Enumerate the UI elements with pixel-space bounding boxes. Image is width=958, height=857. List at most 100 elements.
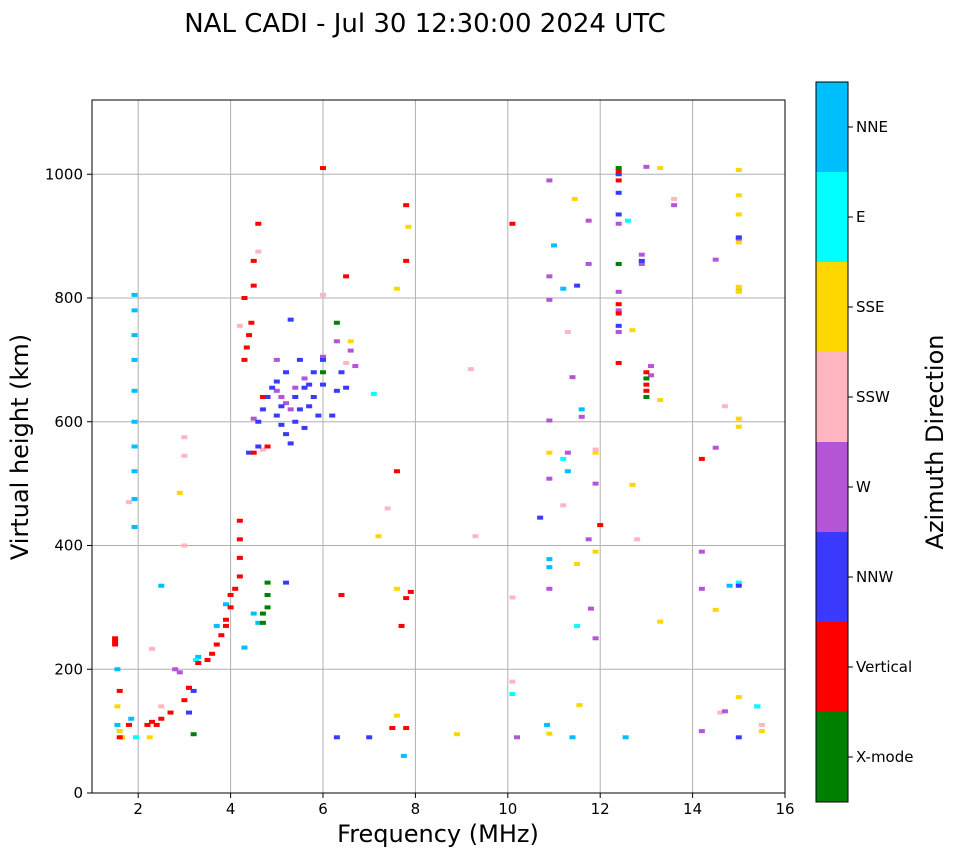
point-ssw — [181, 453, 188, 458]
point-x-mode — [259, 611, 266, 616]
point-sse — [735, 167, 742, 172]
x-tick-label: 12 — [591, 800, 610, 818]
point-sse — [576, 703, 583, 708]
point-sse — [657, 398, 664, 403]
point-sse — [592, 450, 599, 455]
point-nne — [128, 716, 135, 721]
point-e — [509, 692, 516, 696]
point-e — [132, 735, 139, 740]
point-vertical — [615, 360, 622, 365]
point-nne — [131, 388, 138, 393]
point-nnw — [246, 450, 253, 455]
point-ssw — [343, 360, 350, 365]
point-nne — [131, 469, 138, 474]
point-nnw — [320, 382, 326, 387]
y-tick-label: 0 — [73, 784, 83, 802]
point-nne — [622, 735, 629, 740]
point-sse — [712, 607, 719, 612]
point-vertical — [181, 698, 188, 703]
point-nne — [544, 722, 551, 727]
point-w — [592, 636, 599, 641]
point-w — [585, 218, 592, 223]
y-tick-label: 800 — [54, 289, 83, 307]
point-ssw — [671, 197, 678, 201]
point-x-mode — [333, 320, 340, 325]
point-vertical — [195, 661, 202, 666]
colorbar-swatch-vertical — [816, 622, 848, 712]
point-nnw — [283, 580, 290, 585]
y-tick-label: 400 — [54, 537, 83, 555]
point-vertical — [246, 333, 253, 338]
x-tick-label: 10 — [498, 800, 517, 818]
point-x-mode — [320, 370, 326, 375]
point-vertical — [222, 617, 229, 622]
colorbar-swatch-x-mode — [816, 712, 848, 802]
point-vertical — [213, 642, 220, 647]
point-ssw — [509, 595, 516, 600]
x-axis-label: Frequency (MHz) — [337, 820, 539, 848]
x-tick-label: 8 — [411, 800, 421, 818]
point-w — [347, 348, 354, 353]
point-ssw — [181, 435, 188, 440]
point-vertical — [250, 450, 257, 455]
point-w — [712, 445, 719, 450]
point-w — [648, 373, 655, 378]
point-w — [698, 586, 705, 591]
point-w — [176, 670, 183, 675]
point-vertical — [615, 169, 622, 174]
point-nnw — [338, 370, 345, 375]
point-ssw — [158, 704, 165, 709]
point-nne — [726, 583, 733, 588]
colorbar-category-label: SSE — [856, 298, 885, 316]
colorbar-category-label: Vertical — [856, 658, 912, 676]
point-vertical — [125, 722, 132, 727]
point-nnw — [301, 385, 308, 390]
point-e — [735, 580, 742, 585]
colorbar-swatch-e — [816, 172, 848, 262]
point-vertical — [643, 370, 650, 375]
point-vertical — [232, 586, 239, 591]
point-sse — [735, 240, 742, 245]
point-nnw — [638, 258, 645, 263]
point-nnw — [333, 388, 340, 393]
point-vertical — [112, 636, 119, 641]
point-e — [370, 391, 377, 396]
point-sse — [657, 166, 664, 171]
point-vertical — [186, 685, 193, 690]
point-e — [624, 218, 631, 223]
point-nnw — [269, 385, 276, 390]
point-vertical — [389, 726, 396, 731]
colorbar-category-label: NNW — [856, 568, 893, 586]
point-vertical — [255, 221, 262, 226]
point-ssw — [758, 722, 765, 727]
point-vertical — [236, 574, 243, 579]
colorbar-category-label: W — [856, 478, 871, 496]
point-vertical — [241, 296, 248, 300]
point-nnw — [306, 382, 313, 387]
point-nne — [213, 623, 220, 628]
point-w — [172, 667, 179, 672]
point-ssw — [125, 500, 132, 505]
point-vertical — [149, 719, 156, 724]
point-nnw — [343, 385, 350, 390]
point-nnw — [735, 735, 742, 740]
point-w — [546, 586, 553, 591]
point-w — [578, 414, 585, 419]
point-e — [560, 456, 567, 461]
point-sse — [735, 193, 742, 198]
point-w — [638, 252, 645, 257]
point-sse — [116, 729, 123, 734]
point-sse — [574, 562, 581, 567]
point-w — [643, 164, 650, 169]
point-x-mode — [643, 376, 650, 381]
point-sse — [405, 224, 412, 229]
grid-lines — [92, 100, 786, 794]
point-nne — [114, 667, 121, 672]
point-nne — [400, 753, 407, 758]
point-sse — [393, 586, 400, 591]
point-nnw — [283, 432, 290, 437]
point-vertical — [643, 388, 650, 393]
point-nnw — [310, 370, 317, 375]
point-vertical — [264, 444, 271, 449]
